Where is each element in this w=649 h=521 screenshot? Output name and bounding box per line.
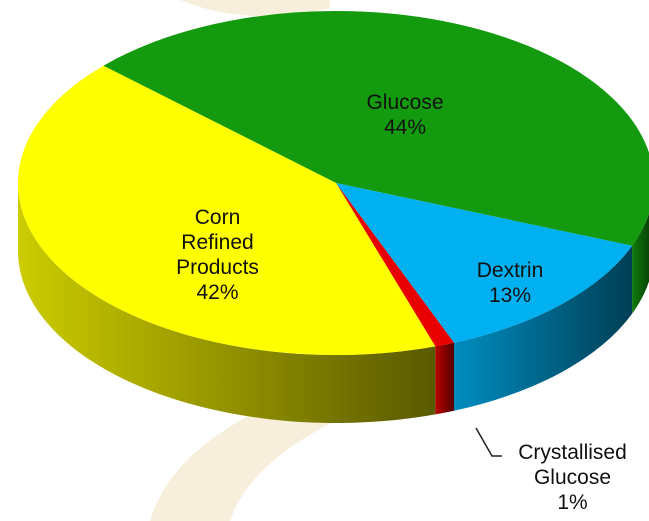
slice	[336, 183, 455, 347]
slice	[103, 11, 649, 246]
slice-side	[18, 183, 436, 424]
slice-label: Corn Refined Products 42%	[160, 205, 275, 305]
slice-side	[435, 342, 455, 415]
slice-label: Glucose 44%	[335, 90, 475, 140]
category-label: Corn Refined Products	[176, 206, 259, 279]
slice	[17, 65, 436, 355]
leader-line	[475, 427, 502, 457]
value-label: 44%	[383, 116, 427, 139]
slice-label: Dextrin 13%	[445, 258, 575, 308]
category-label: Dextrin	[476, 259, 544, 282]
background-swoosh	[180, 0, 330, 17]
background-swoosh	[150, 360, 470, 521]
slice	[336, 183, 633, 343]
value-label: 42%	[196, 281, 239, 304]
value-label: 13%	[488, 284, 532, 307]
category-label: Crystallised Glucose	[518, 441, 627, 489]
slice-label: Crystallised Glucose 1%	[500, 440, 645, 515]
slice-side	[632, 213, 649, 314]
value-label: 1%	[557, 491, 588, 514]
category-label: Glucose	[366, 91, 444, 114]
slice-side	[454, 245, 633, 411]
